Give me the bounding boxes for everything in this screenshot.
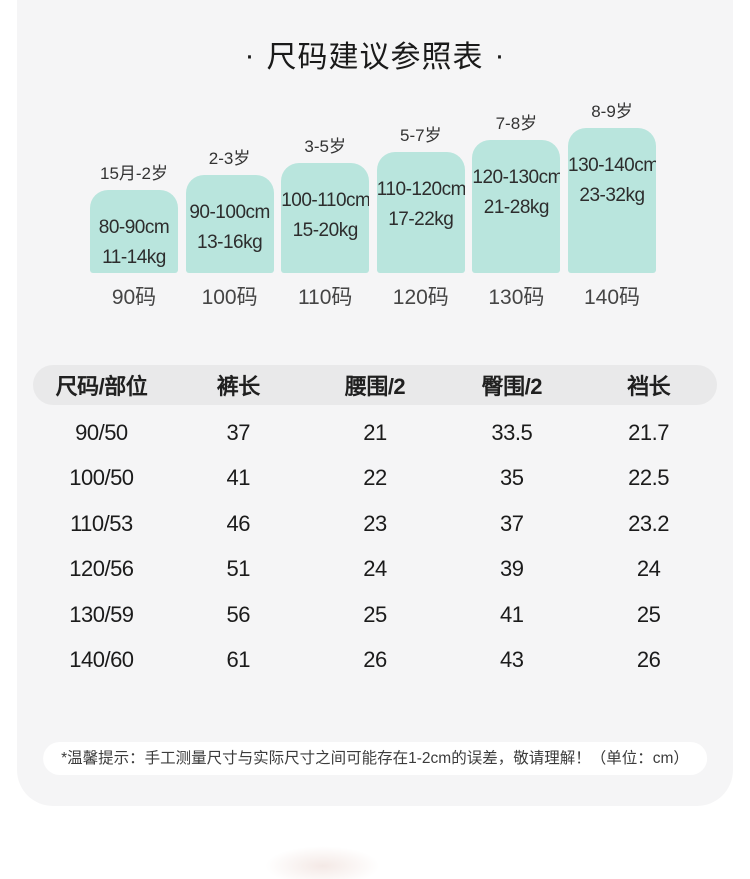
- table-cell: 61: [226, 647, 250, 673]
- table-cell: 23: [363, 510, 387, 536]
- weight-range-label: 13-16kg: [197, 232, 263, 253]
- table-cell: 26: [363, 647, 387, 673]
- size-bar-chart: 15月-2岁 80-90cm 11-14kg 90码 2-3岁 90-100cm…: [0, 0, 750, 310]
- table-cell: 41: [226, 465, 250, 491]
- size-bar-group: 8-9岁 130-140cm 23-32kg 140码: [568, 0, 656, 310]
- table-row: 100/50 41 22 35 22.5: [33, 456, 717, 502]
- size-code-label: 130码: [488, 286, 545, 309]
- table-cell: 22: [363, 465, 387, 491]
- table-cell: 130/59: [69, 601, 134, 627]
- table-cell: 21: [363, 419, 387, 445]
- age-range-label: 2-3岁: [208, 149, 251, 168]
- table-cell: 24: [363, 556, 387, 582]
- table-cell: 120/56: [69, 556, 134, 582]
- weight-range-label: 15-20kg: [292, 220, 359, 241]
- table-cell: 56: [226, 601, 250, 627]
- title-right-dot: ·: [494, 39, 506, 72]
- age-range-label: 7-8岁: [495, 114, 538, 133]
- height-range-label: 110-120cm: [376, 179, 465, 200]
- measurement-disclaimer: *温馨提示：手工测量尺寸与实际尺寸之间可能存在1-2cm的误差，敬请理解！（单位…: [43, 742, 707, 775]
- decorative-smudge: [265, 846, 380, 879]
- table-cell: 37: [500, 510, 524, 536]
- table-cell: 100/50: [69, 465, 134, 491]
- table-cell: 23.2: [628, 510, 669, 536]
- weight-range-label: 21-28kg: [483, 197, 550, 218]
- size-code-label: 140码: [583, 286, 641, 309]
- size-table-body: 90/50 37 21 33.5 21.7 100/50 41 22 35 22.5 110/53 4…: [33, 410, 717, 683]
- table-cell: 46: [226, 510, 250, 536]
- size-bar: 110-120cm 17-22kg: [376, 152, 465, 273]
- table-cell: 35: [500, 465, 524, 491]
- age-range-label: 3-5岁: [304, 137, 346, 156]
- table-header-cell: 臀围/2: [481, 374, 543, 399]
- size-code-label: 120码: [392, 286, 449, 309]
- size-code-label: 90码: [111, 286, 157, 309]
- age-range-label: 15月-2岁: [99, 164, 169, 183]
- table-row: 90/50 37 21 33.5 21.7: [33, 410, 717, 456]
- table-row: 120/56 51 24 39 24: [33, 547, 717, 593]
- weight-range-label: 11-14kg: [102, 247, 166, 268]
- weight-range-label: 23-32kg: [579, 185, 645, 206]
- page-title: · 尺码建议参照表 ·: [0, 32, 750, 76]
- size-bar: 90-100cm 13-16kg: [185, 175, 274, 273]
- title-left-dot: ·: [244, 39, 256, 72]
- height-range-label: 90-100cm: [189, 202, 270, 223]
- height-range-label: 120-130cm: [472, 167, 561, 188]
- size-bar: 130-140cm 23-32kg: [568, 128, 656, 273]
- table-cell: 33.5: [491, 419, 533, 445]
- table-cell: 22.5: [628, 465, 669, 491]
- table-cell: 24: [636, 556, 661, 582]
- size-bar-group: 2-3岁 90-100cm 13-16kg 100码: [185, 0, 274, 310]
- table-row: 140/60 61 26 43 26: [33, 638, 717, 684]
- table-cell: 39: [500, 556, 524, 582]
- table-cell: 26: [636, 647, 661, 673]
- weight-range-label: 17-22kg: [388, 209, 454, 230]
- table-header-cell: 裤长: [216, 374, 261, 399]
- height-range-label: 130-140cm: [568, 155, 656, 176]
- table-row: 130/59 56 25 41 25: [33, 592, 717, 638]
- age-range-label: 8-9岁: [591, 102, 633, 121]
- table-row: 110/53 46 23 37 23.2: [33, 501, 717, 547]
- table-cell: 90/50: [75, 419, 128, 445]
- size-bar: 120-130cm 21-28kg: [472, 140, 561, 273]
- table-header-cell: 腰围/2: [344, 374, 406, 399]
- table-header-cell: 裆长: [627, 374, 671, 399]
- height-range-label: 100-110cm: [281, 190, 370, 211]
- table-cell: 43: [500, 647, 524, 673]
- height-range-label: 80-90cm: [98, 217, 170, 238]
- size-bar-group: 5-7岁 110-120cm 17-22kg 120码: [376, 0, 465, 310]
- table-cell: 21.7: [628, 419, 669, 445]
- size-code-label: 100码: [201, 286, 258, 309]
- size-bar: 80-90cm 11-14kg: [90, 190, 178, 273]
- table-cell: 41: [500, 601, 524, 627]
- table-cell: 51: [226, 556, 250, 582]
- size-table-header: 尺码/部位 裤长 腰围/2 臀围/2 裆长: [33, 365, 717, 405]
- size-code-label: 110码: [297, 286, 353, 309]
- table-cell: 37: [226, 419, 250, 445]
- size-bar: 100-110cm 15-20kg: [281, 163, 370, 273]
- table-cell: 25: [636, 601, 661, 627]
- table-cell: 25: [363, 601, 387, 627]
- page-title-text: 尺码建议参照表: [266, 41, 484, 74]
- age-range-label: 5-7岁: [400, 126, 442, 145]
- size-bar-group: 7-8岁 120-130cm 21-28kg 130码: [472, 0, 561, 310]
- table-cell: 140/60: [69, 647, 134, 673]
- size-bar-group: 15月-2岁 80-90cm 11-14kg 90码: [90, 0, 178, 310]
- size-bar-group: 3-5岁 100-110cm 15-20kg 110码: [281, 0, 370, 310]
- table-header-cell: 尺码/部位: [55, 374, 148, 399]
- table-cell: 110/53: [70, 510, 133, 536]
